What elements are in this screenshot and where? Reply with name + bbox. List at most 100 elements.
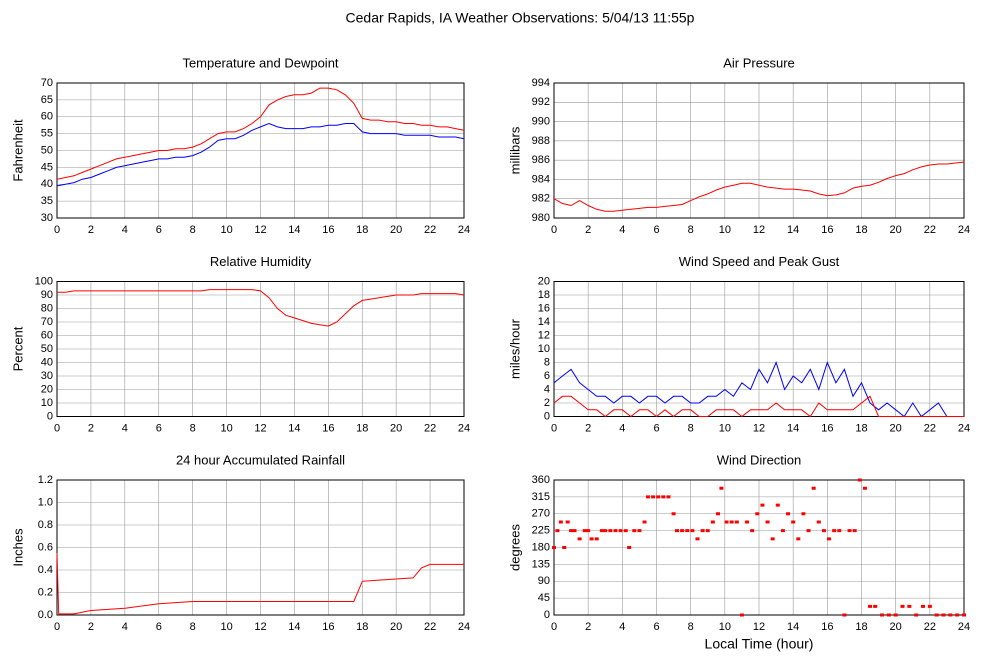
x-tick-label: 6 bbox=[653, 621, 659, 633]
x-tick-label: 20 bbox=[390, 621, 402, 633]
data-point bbox=[680, 529, 685, 533]
data-point bbox=[627, 546, 632, 549]
y-tick-label: 225 bbox=[532, 525, 550, 537]
y-tick-label: 30 bbox=[41, 212, 53, 224]
x-tick-label: 20 bbox=[890, 422, 902, 434]
x-tick-label: 2 bbox=[585, 621, 591, 633]
x-tick-label: 4 bbox=[122, 224, 128, 236]
y-tick-label: 50 bbox=[41, 144, 53, 156]
data-point bbox=[796, 537, 801, 541]
y-tick-label: 0.4 bbox=[38, 564, 53, 576]
panel-title: 24 hour Accumulated Rainfall bbox=[176, 452, 345, 467]
x-tick-label: 18 bbox=[356, 422, 368, 434]
data-point bbox=[842, 613, 847, 617]
y-tick-label: 10 bbox=[41, 397, 53, 409]
y-axis-label: degrees bbox=[507, 524, 522, 571]
y-tick-label: 4 bbox=[544, 383, 550, 395]
x-tick-label: 0 bbox=[54, 224, 60, 236]
data-point bbox=[745, 520, 750, 524]
x-tick-label: 0 bbox=[54, 621, 60, 633]
data-point bbox=[582, 529, 587, 533]
y-tick-label: 16 bbox=[538, 302, 550, 314]
x-tick-label: 12 bbox=[753, 224, 765, 236]
y-axis-label: Percent bbox=[10, 326, 25, 371]
x-tick-label: 16 bbox=[821, 224, 833, 236]
data-point bbox=[603, 529, 608, 533]
y-tick-label: 135 bbox=[532, 558, 550, 570]
y-tick-label: 50 bbox=[41, 343, 53, 355]
x-tick-label: 2 bbox=[585, 224, 591, 236]
data-line bbox=[553, 161, 965, 212]
x-tick-label: 4 bbox=[619, 422, 625, 434]
y-tick-label: 992 bbox=[532, 96, 550, 108]
data-line bbox=[57, 289, 465, 327]
data-point bbox=[837, 529, 842, 533]
data-point bbox=[765, 520, 770, 524]
data-point bbox=[847, 529, 852, 533]
y-tick-label: 10 bbox=[538, 343, 550, 355]
x-tick-label: 18 bbox=[356, 224, 368, 236]
data-point bbox=[750, 529, 755, 533]
x-tick-label: 8 bbox=[190, 224, 196, 236]
page-title: Cedar Rapids, IA Weather Observations: 5… bbox=[346, 10, 695, 26]
data-point bbox=[671, 512, 676, 516]
x-tick-label: 2 bbox=[88, 224, 94, 236]
data-line bbox=[553, 361, 964, 418]
y-tick-label: 40 bbox=[41, 178, 53, 190]
x-tick-label: 2 bbox=[88, 621, 94, 633]
y-tick-label: 100 bbox=[35, 275, 53, 287]
y-tick-label: 65 bbox=[41, 94, 53, 106]
x-tick-label: 8 bbox=[688, 224, 694, 236]
x-tick-label: 12 bbox=[254, 224, 266, 236]
x-tick-label: 22 bbox=[424, 422, 436, 434]
data-point bbox=[955, 613, 960, 617]
y-tick-label: 0.6 bbox=[38, 541, 53, 553]
x-tick-label: 10 bbox=[220, 422, 232, 434]
y-tick-label: 60 bbox=[41, 329, 53, 341]
x-tick-label: 10 bbox=[719, 422, 731, 434]
panel-title: Temperature and Dewpoint bbox=[182, 55, 338, 70]
data-point bbox=[724, 520, 729, 524]
x-tick-label: 22 bbox=[924, 621, 936, 633]
y-tick-label: 2 bbox=[544, 397, 550, 409]
x-axis-label: Local Time (hour) bbox=[705, 636, 814, 652]
y-tick-label: 1.2 bbox=[38, 474, 53, 486]
x-tick-label: 24 bbox=[458, 224, 470, 236]
x-tick-label: 14 bbox=[787, 621, 799, 633]
y-tick-label: 90 bbox=[538, 575, 550, 587]
plot-frame bbox=[553, 281, 965, 417]
y-tick-label: 315 bbox=[532, 491, 550, 503]
data-point bbox=[862, 486, 867, 490]
data-point bbox=[770, 537, 775, 541]
data-point bbox=[558, 520, 563, 524]
data-point bbox=[705, 529, 710, 533]
x-tick-label: 12 bbox=[254, 422, 266, 434]
data-line bbox=[56, 122, 465, 187]
data-point bbox=[900, 604, 905, 608]
data-point bbox=[666, 495, 671, 499]
data-point bbox=[806, 529, 811, 533]
x-tick-label: 20 bbox=[390, 422, 402, 434]
y-tick-label: 984 bbox=[532, 173, 550, 185]
data-point bbox=[873, 604, 878, 608]
y-tick-label: 70 bbox=[41, 316, 53, 328]
data-point bbox=[651, 495, 656, 499]
y-tick-label: 60 bbox=[41, 111, 53, 123]
data-point bbox=[914, 613, 919, 617]
y-tick-label: 986 bbox=[532, 154, 550, 166]
x-tick-label: 16 bbox=[821, 621, 833, 633]
data-line bbox=[553, 395, 964, 418]
x-tick-label: 8 bbox=[688, 422, 694, 434]
data-point bbox=[801, 512, 806, 516]
data-point bbox=[632, 529, 637, 533]
y-tick-label: 70 bbox=[41, 77, 53, 89]
data-point bbox=[821, 529, 826, 533]
panel-title: Wind Direction bbox=[717, 452, 802, 467]
data-point bbox=[661, 495, 666, 499]
data-point bbox=[941, 613, 946, 617]
y-tick-label: 45 bbox=[538, 592, 550, 604]
x-tick-label: 14 bbox=[787, 224, 799, 236]
data-point bbox=[832, 529, 837, 533]
